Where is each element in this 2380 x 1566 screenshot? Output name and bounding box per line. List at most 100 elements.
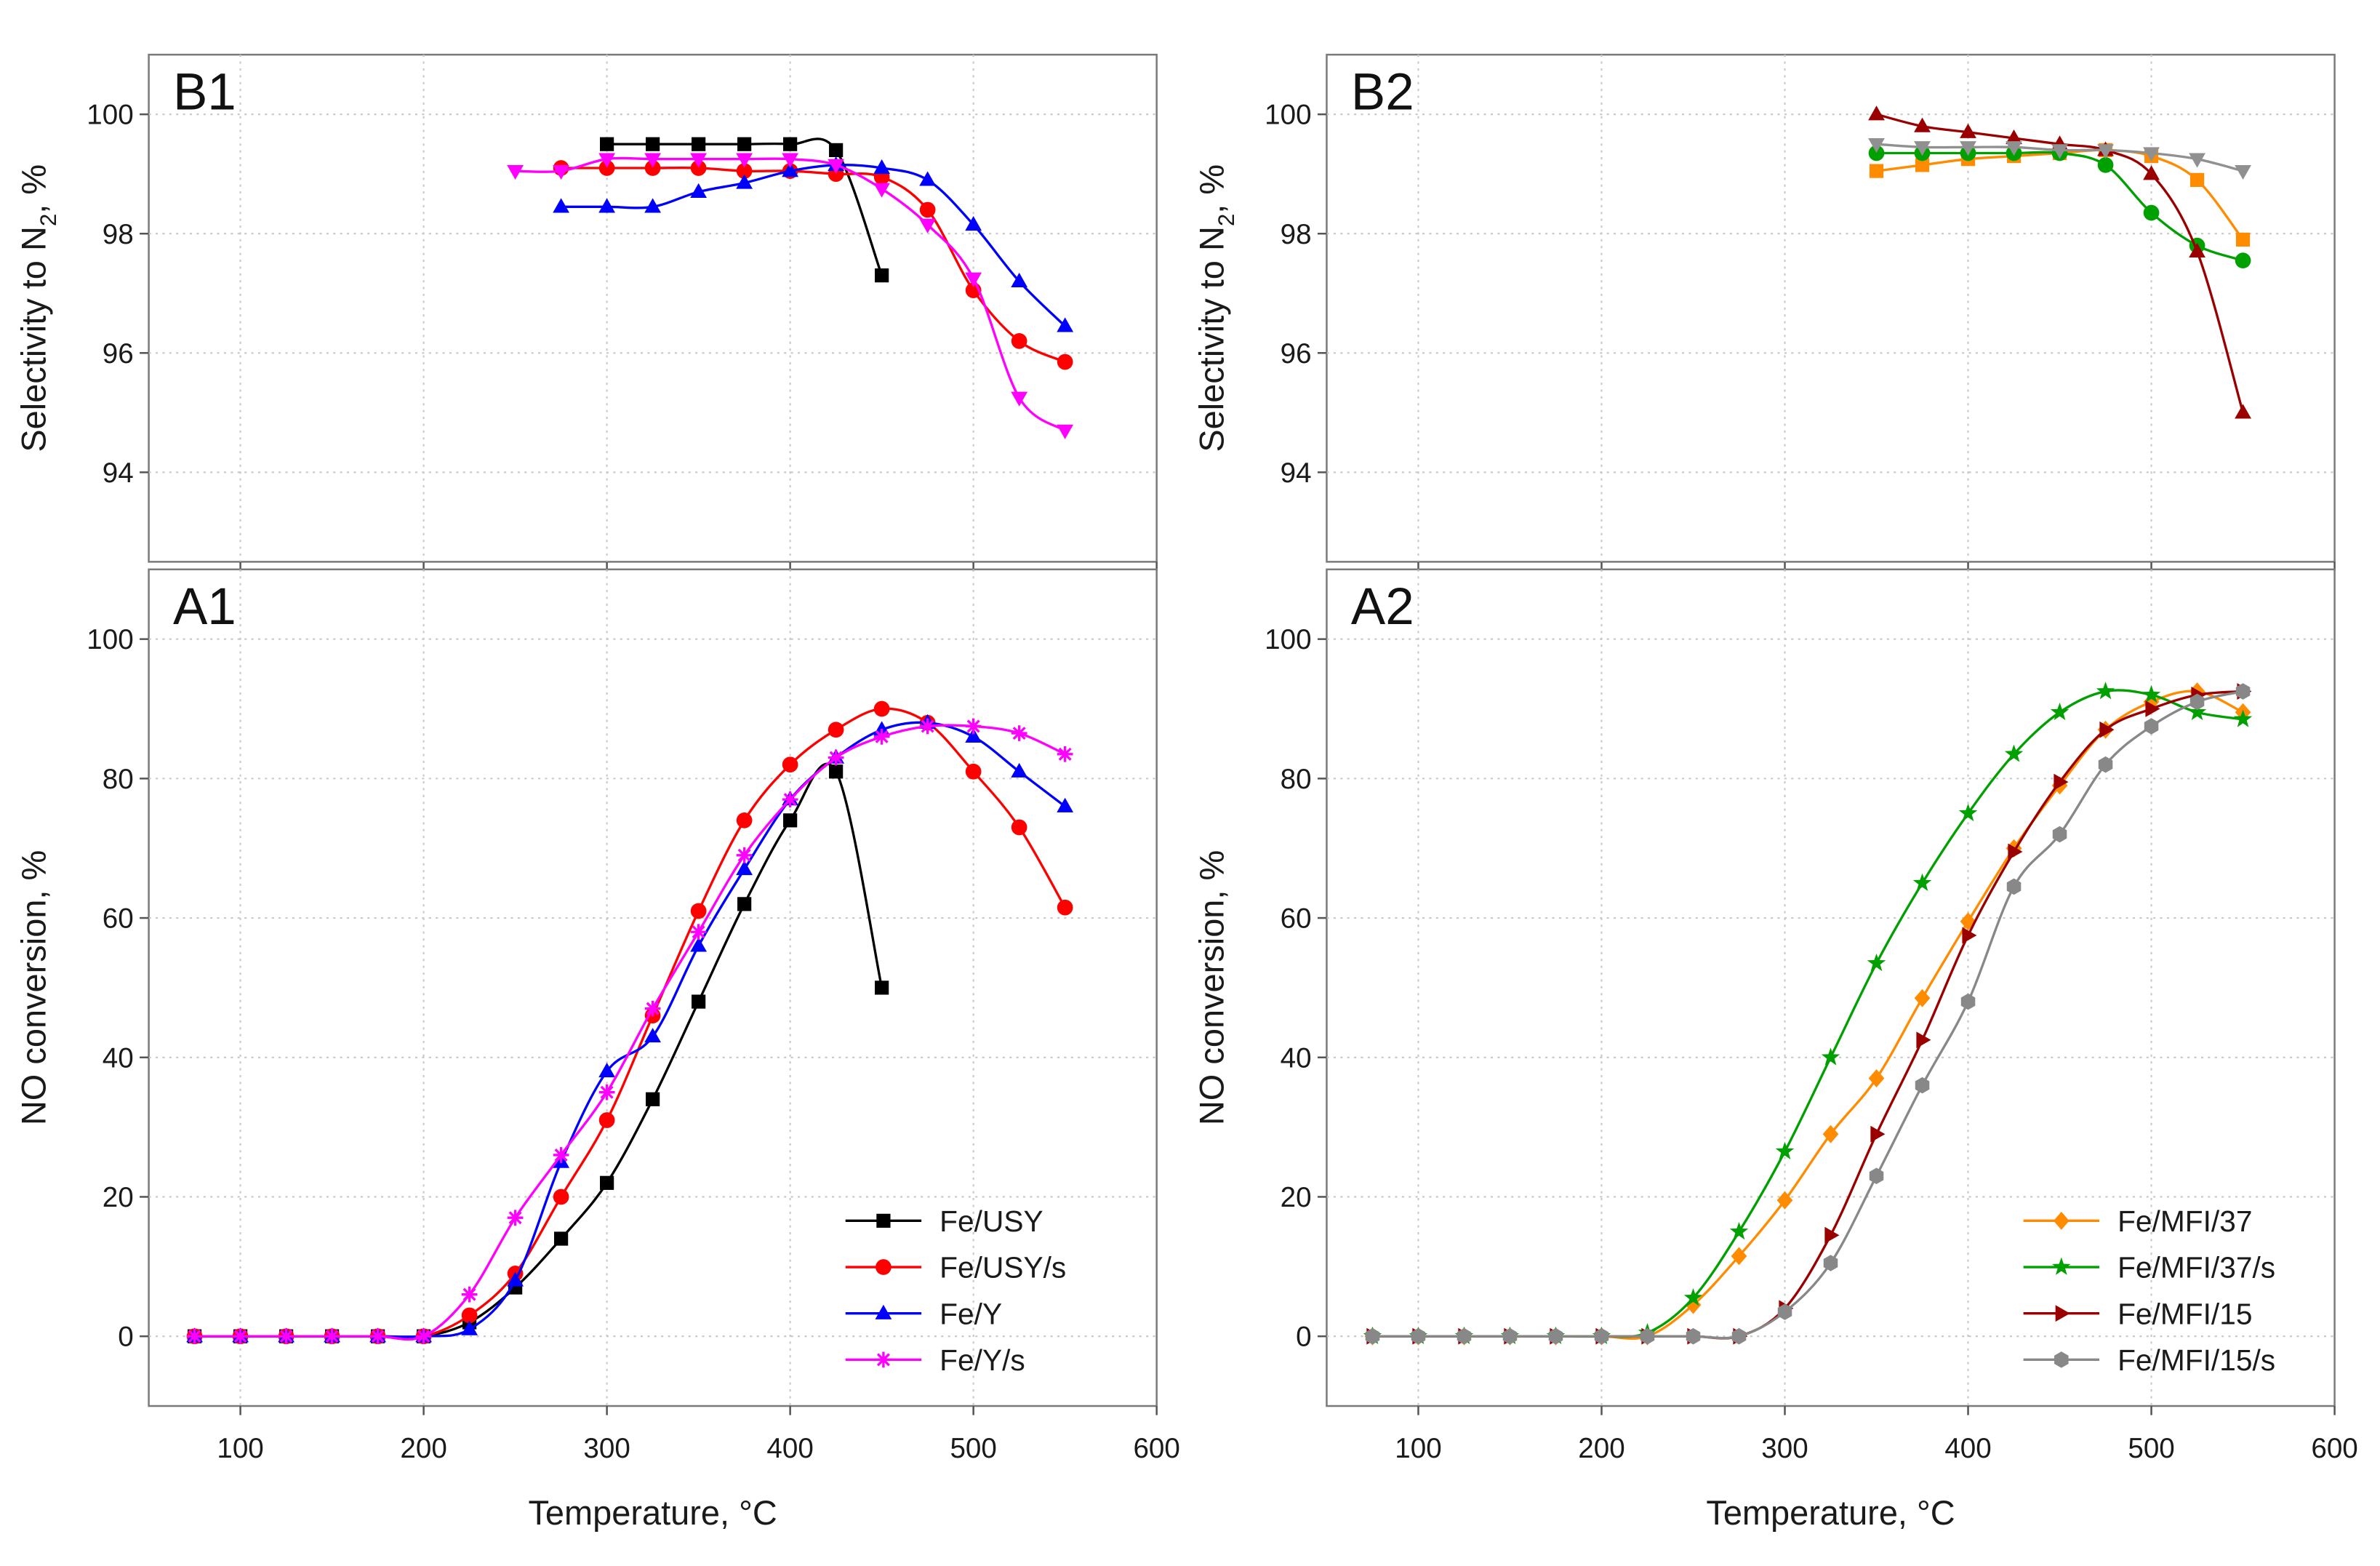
data-point [2006, 129, 2022, 145]
data-point [828, 159, 845, 174]
legend-item: Fe/MFI/37/s [2023, 1251, 2275, 1285]
data-point [186, 1328, 203, 1345]
y-axis-title: Selectivity to N2, % [1193, 164, 1240, 452]
data-point [2189, 242, 2205, 257]
data-point [1057, 353, 1073, 370]
y-tick-label: 94 [103, 458, 134, 489]
y-tick-label: 94 [1281, 458, 1312, 489]
data-point [782, 791, 798, 807]
data-point [2098, 756, 2113, 773]
panel-label: A2 [1351, 578, 1414, 636]
x-tick-label: 200 [400, 1433, 446, 1464]
data-point [1960, 141, 1976, 156]
data-point [1548, 1327, 1563, 1345]
y-axis-title-tail: , % [1193, 164, 1231, 214]
data-point [553, 164, 570, 180]
legend-label: Fe/MFI/15 [2117, 1297, 2252, 1330]
y-tick-label: 20 [103, 1182, 134, 1213]
y-tick-label: 80 [1281, 764, 1312, 795]
legend-label: Fe/Y [939, 1297, 1002, 1330]
series-fe-y-s [186, 718, 1073, 1345]
data-point [644, 1000, 661, 1017]
panel-b2: 94 96 98 100 Selectivity to N2, % B2 [1193, 53, 2336, 571]
data-point [690, 183, 708, 198]
data-point [554, 1231, 569, 1246]
data-point [919, 201, 936, 218]
data-point [1821, 1047, 1840, 1066]
data-point [1823, 1255, 1838, 1271]
legend-marker [876, 1351, 892, 1368]
data-point [1824, 1226, 1840, 1244]
data-point [1868, 105, 1885, 121]
y-axis-title-sub: 2 [1214, 214, 1239, 226]
data-point [598, 1084, 615, 1100]
data-point [1869, 164, 1884, 178]
x-tick-label: 200 [1578, 1433, 1624, 1464]
panel-b1: 94 96 98 100 Selectivity to N2, % B1 [15, 53, 1158, 571]
x-tick-label: 300 [583, 1433, 630, 1464]
data-point [1011, 272, 1028, 287]
data-point [1594, 1327, 1609, 1345]
data-point [1729, 1222, 1749, 1240]
legend-item: Fe/USY [845, 1205, 1043, 1238]
data-point [2189, 153, 2205, 168]
data-point [598, 153, 616, 168]
data-point [2097, 144, 2114, 159]
data-point [736, 847, 753, 863]
data-point [919, 171, 937, 186]
data-point [2143, 165, 2160, 180]
data-point [1777, 1303, 1792, 1320]
x-axis-title: Temperature, °C [1706, 1493, 1955, 1532]
data-point [1502, 1327, 1518, 1345]
data-point [2054, 773, 2069, 791]
data-point [600, 137, 614, 151]
data-point [690, 160, 707, 176]
data-point [1011, 333, 1027, 349]
legend-label: Fe/USY [939, 1205, 1043, 1238]
data-point [2235, 683, 2251, 700]
panel-a2: 0 20 40 60 80 100 100 200 300 400 500 600 Temperatur… [1193, 568, 2358, 1532]
data-point [644, 160, 661, 176]
data-point [783, 813, 798, 828]
legend-marker [2053, 1211, 2070, 1230]
legend-marker [2054, 1351, 2069, 1368]
y-axis-title-sub: 2 [36, 214, 61, 226]
data-point [1868, 145, 1885, 161]
data-point [1365, 1327, 1380, 1345]
y-tick-label: 96 [103, 338, 134, 369]
series-fe-y-s [507, 153, 1074, 439]
data-point [829, 764, 844, 779]
x-tick-label: 600 [1133, 1433, 1179, 1464]
data-point [965, 727, 982, 743]
data-point [1867, 954, 1886, 972]
panel-label: B1 [173, 63, 236, 121]
legend-marker [875, 1304, 892, 1319]
data-point [1057, 899, 1073, 916]
data-point [1962, 927, 1977, 944]
data-point [1685, 1295, 1702, 1314]
data-point [278, 1328, 295, 1345]
data-point [2143, 147, 2160, 162]
data-point [1916, 1031, 1931, 1049]
legend: Fe/USY Fe/USY/s Fe/Y Fe/Y/s [845, 1205, 1066, 1377]
data-point [2189, 172, 2205, 188]
data-point [553, 1189, 569, 1205]
data-point [782, 162, 799, 177]
y-tick-label: 80 [103, 764, 134, 795]
data-point [1958, 803, 1978, 822]
y-tick-label: 20 [1281, 1182, 1312, 1213]
data-point [873, 183, 891, 198]
legend-label: Fe/MFI/37 [2117, 1205, 2252, 1238]
y-tick-label: 96 [1281, 338, 1312, 369]
plot-frame [148, 568, 1158, 1407]
legend-marker [876, 1213, 891, 1228]
data-point [736, 163, 753, 179]
series-line [1372, 690, 2243, 1340]
data-point [1731, 1247, 1747, 1266]
data-point [736, 860, 753, 876]
y-tick-label: 0 [1296, 1322, 1311, 1353]
data-point [1914, 117, 1931, 132]
data-point [782, 756, 798, 773]
data-point [2050, 702, 2070, 721]
legend-item: Fe/MFI/15/s [2023, 1343, 2275, 1377]
